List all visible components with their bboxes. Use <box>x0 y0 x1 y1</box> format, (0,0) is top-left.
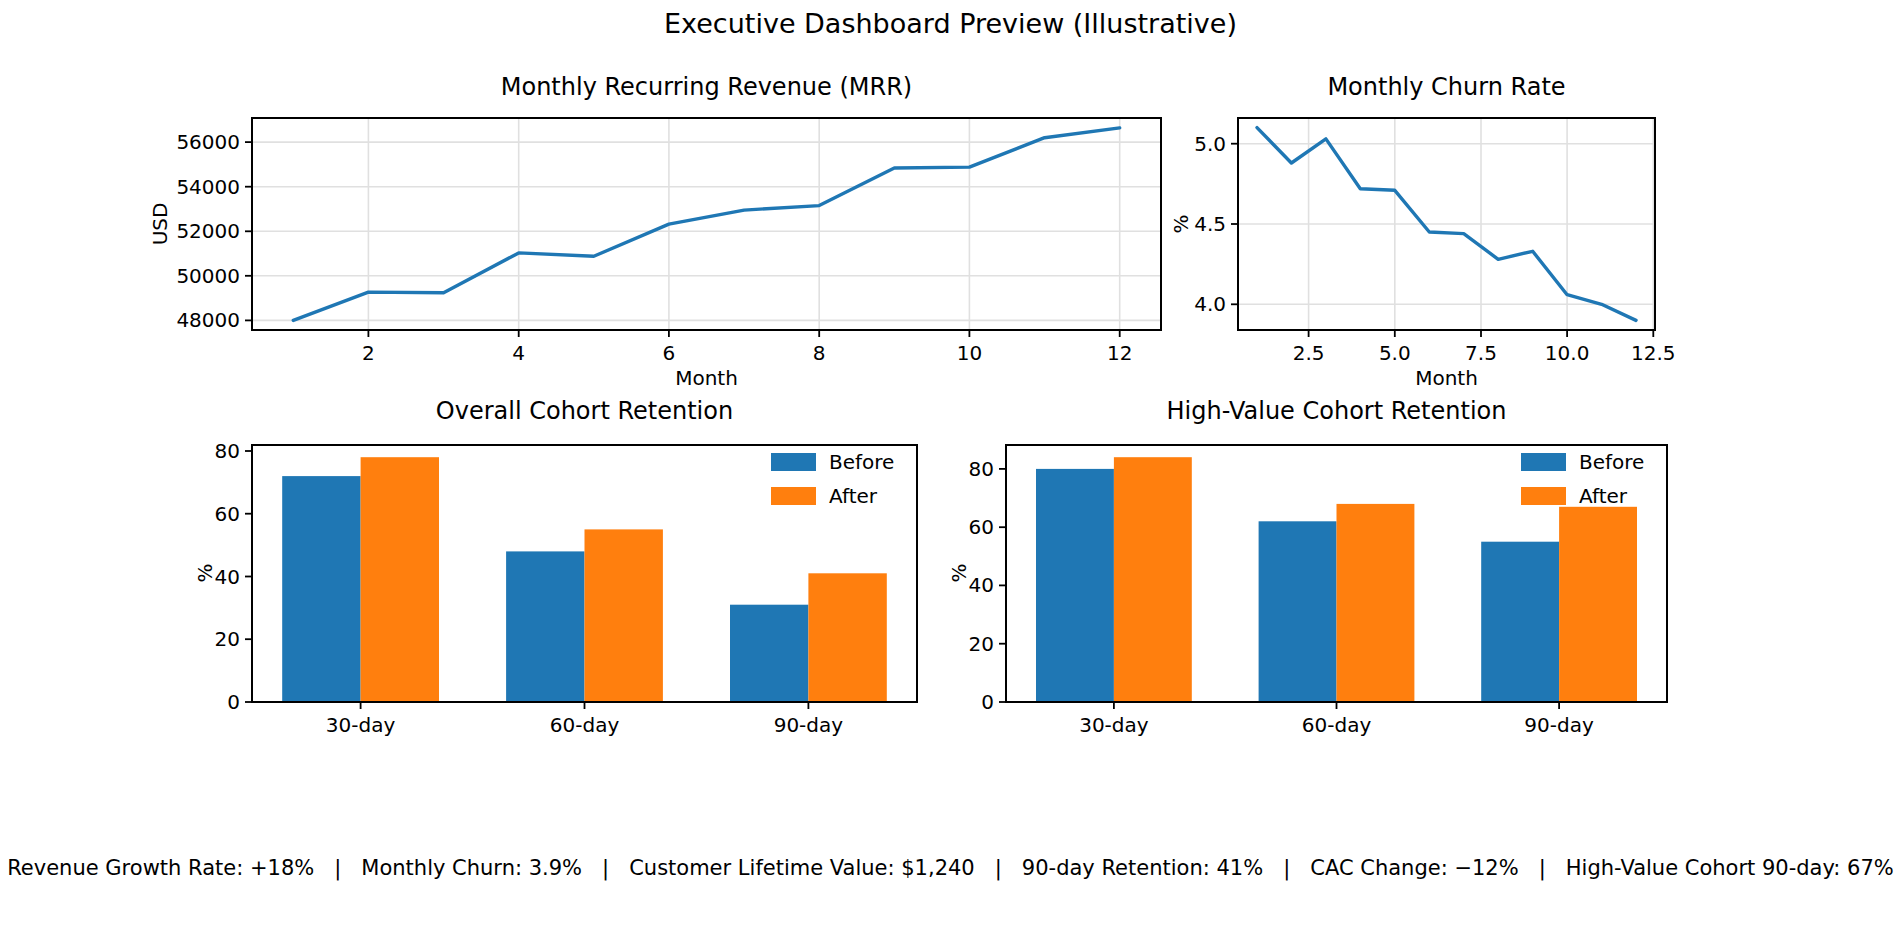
overall-retention-y-tick-label: 20 <box>215 627 240 651</box>
high-value-retention-x-tick-label: 90-day <box>1524 713 1594 737</box>
high-value-retention-legend: Before After <box>1521 452 1644 506</box>
mrr-chart-title: Monthly Recurring Revenue (MRR) <box>252 74 1161 102</box>
overall-retention-bar-after-30-day <box>361 457 439 702</box>
mrr-x-tick-label: 2 <box>362 341 375 365</box>
legend-item-after: After <box>1521 486 1644 506</box>
churn-x-axis-label: Month <box>1238 366 1655 390</box>
high-value-retention-bar-before-30-day <box>1036 469 1114 702</box>
mrr-x-tick-label: 6 <box>663 341 676 365</box>
overall-retention-legend: Before After <box>771 452 894 506</box>
mrr-y-tick-label: 48000 <box>176 308 240 332</box>
mrr-axes-frame <box>252 118 1161 330</box>
overall-retention-y-tick-label: 40 <box>215 565 240 589</box>
legend-item-before: Before <box>771 452 894 472</box>
before-legend-swatch <box>771 453 816 471</box>
overall-retention-y-axis-label: % <box>193 563 217 582</box>
mrr-y-tick-label: 52000 <box>176 219 240 243</box>
overall-retention-chart-title: Overall Cohort Retention <box>252 398 917 426</box>
before-legend-label: Before <box>829 452 894 472</box>
high-value-retention-y-tick-label: 80 <box>969 457 994 481</box>
after-legend-swatch <box>771 487 816 505</box>
overall-retention-x-tick-label: 90-day <box>774 713 844 737</box>
overall-retention-y-tick-label: 80 <box>215 439 240 463</box>
high-value-retention-bar-after-90-day <box>1559 507 1637 702</box>
legend-item-before: Before <box>1521 452 1644 472</box>
before-legend-label: Before <box>1579 452 1644 472</box>
high-value-retention-bar-after-30-day <box>1114 457 1192 702</box>
executive-dashboard-figure: 2 4 6 8 10 12 48000 50000 52000 54000 56000 2.5 5.0 7… <box>0 0 1901 943</box>
high-value-retention-y-axis-label: % <box>947 563 971 582</box>
mrr-y-axis-label: USD <box>148 203 172 246</box>
overall-retention-x-tick-label: 30-day <box>326 713 396 737</box>
mrr-line-series <box>293 128 1119 321</box>
high-value-retention-x-tick-label: 60-day <box>1302 713 1372 737</box>
high-value-retention-y-tick-label: 20 <box>969 632 994 656</box>
churn-x-tick-label: 10.0 <box>1545 341 1590 365</box>
churn-x-tick-label: 2.5 <box>1293 341 1325 365</box>
mrr-x-tick-label: 12 <box>1107 341 1132 365</box>
figure-title: Executive Dashboard Preview (Illustrativ… <box>0 8 1901 40</box>
churn-y-tick-label: 5.0 <box>1194 132 1226 156</box>
high-value-retention-bar-before-90-day <box>1481 542 1559 702</box>
churn-y-tick-label: 4.5 <box>1194 212 1226 236</box>
high-value-retention-bar-before-60-day <box>1259 521 1337 702</box>
mrr-y-tick-label: 54000 <box>176 175 240 199</box>
churn-y-axis-label: % <box>1169 214 1193 233</box>
mrr-x-tick-label: 8 <box>813 341 826 365</box>
overall-retention-bar-before-30-day <box>282 476 360 702</box>
churn-x-tick-label: 5.0 <box>1379 341 1411 365</box>
overall-retention-x-tick-label: 60-day <box>550 713 620 737</box>
high-value-retention-y-tick-label: 60 <box>969 515 994 539</box>
overall-retention-bar-before-90-day <box>730 605 808 702</box>
churn-x-tick-label: 7.5 <box>1465 341 1497 365</box>
mrr-x-tick-label: 10 <box>957 341 982 365</box>
churn-y-tick-label: 4.0 <box>1194 292 1226 316</box>
after-legend-swatch <box>1521 487 1566 505</box>
high-value-retention-chart-title: High-Value Cohort Retention <box>1006 398 1667 426</box>
after-legend-label: After <box>1579 486 1627 506</box>
legend-item-after: After <box>771 486 894 506</box>
kpi-footer: Revenue Growth Rate: +18% | Monthly Chur… <box>0 856 1901 880</box>
high-value-retention-x-tick-label: 30-day <box>1079 713 1149 737</box>
overall-retention-bar-before-60-day <box>506 551 584 702</box>
churn-x-tick-label: 12.5 <box>1631 341 1676 365</box>
overall-retention-y-tick-label: 60 <box>215 502 240 526</box>
high-value-retention-y-tick-label: 40 <box>969 573 994 597</box>
high-value-retention-bar-after-60-day <box>1337 504 1415 702</box>
churn-chart-title: Monthly Churn Rate <box>1238 74 1655 102</box>
mrr-x-axis-label: Month <box>252 366 1161 390</box>
overall-retention-bar-after-60-day <box>585 529 663 702</box>
mrr-x-tick-label: 4 <box>512 341 525 365</box>
high-value-retention-y-tick-label: 0 <box>981 690 994 714</box>
before-legend-swatch <box>1521 453 1566 471</box>
mrr-y-tick-label: 50000 <box>176 264 240 288</box>
overall-retention-bar-after-90-day <box>808 573 886 702</box>
after-legend-label: After <box>829 486 877 506</box>
overall-retention-y-tick-label: 0 <box>227 690 240 714</box>
mrr-y-tick-label: 56000 <box>176 130 240 154</box>
